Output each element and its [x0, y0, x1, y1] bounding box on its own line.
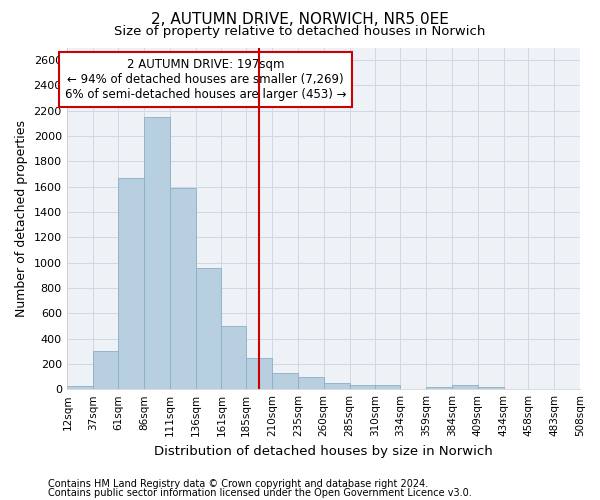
Bar [323, 383, 350, 389]
Text: Contains HM Land Registry data © Crown copyright and database right 2024.: Contains HM Land Registry data © Crown c… [48, 479, 428, 489]
Bar [376, 385, 400, 389]
Bar [93, 351, 118, 389]
Bar [67, 386, 93, 389]
Bar [529, 388, 554, 389]
Bar [580, 386, 600, 389]
Text: 2 AUTUMN DRIVE: 197sqm
← 94% of detached houses are smaller (7,269)
6% of semi-d: 2 AUTUMN DRIVE: 197sqm ← 94% of detached… [65, 58, 347, 101]
Text: 2, AUTUMN DRIVE, NORWICH, NR5 0EE: 2, AUTUMN DRIVE, NORWICH, NR5 0EE [151, 12, 449, 28]
Bar [221, 326, 246, 389]
Bar [196, 268, 221, 389]
Bar [426, 386, 452, 389]
Bar [478, 386, 503, 389]
Bar [118, 178, 144, 389]
Bar [144, 117, 170, 389]
Bar [452, 386, 478, 389]
Bar [298, 376, 323, 389]
Y-axis label: Number of detached properties: Number of detached properties [15, 120, 28, 317]
Bar [246, 358, 272, 389]
Bar [350, 385, 376, 389]
X-axis label: Distribution of detached houses by size in Norwich: Distribution of detached houses by size … [154, 444, 493, 458]
Bar [272, 374, 298, 389]
Text: Size of property relative to detached houses in Norwich: Size of property relative to detached ho… [115, 25, 485, 38]
Bar [170, 188, 196, 389]
Text: Contains public sector information licensed under the Open Government Licence v3: Contains public sector information licen… [48, 488, 472, 498]
